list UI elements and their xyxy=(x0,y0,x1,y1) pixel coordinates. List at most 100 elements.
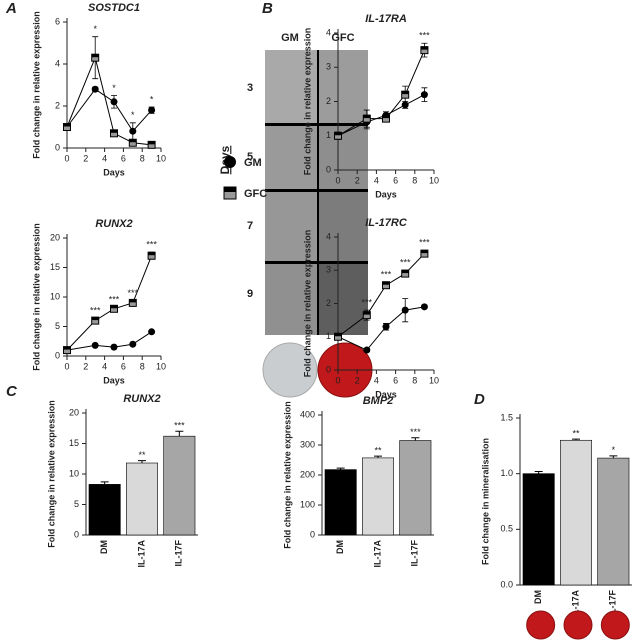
point-top xyxy=(334,333,342,337)
bar xyxy=(324,469,357,536)
divider xyxy=(265,123,368,126)
series-line xyxy=(66,56,152,146)
point-top xyxy=(382,115,390,119)
y-tick-label: 1.0 xyxy=(500,468,513,478)
point-top xyxy=(334,132,342,136)
x-tick-label: 6 xyxy=(393,175,398,185)
annotation: ** xyxy=(138,450,146,460)
point xyxy=(148,328,156,336)
point xyxy=(110,98,118,106)
y-tick-label: 4 xyxy=(326,231,331,241)
annotation: *** xyxy=(381,269,392,279)
x-axis-label: Days xyxy=(103,167,125,177)
annotation: *** xyxy=(362,298,373,308)
x-tick-label: 10 xyxy=(429,375,439,385)
bar xyxy=(88,484,121,536)
annotation: *** xyxy=(419,31,430,41)
y-tick-label: 3 xyxy=(326,62,331,72)
point xyxy=(110,343,118,351)
image xyxy=(265,50,317,123)
x-tick-label: 8 xyxy=(412,375,417,385)
bar xyxy=(560,439,592,586)
x-tick-label: 4 xyxy=(374,375,379,385)
y-tick-label: 1 xyxy=(326,331,331,341)
point-top xyxy=(401,270,409,274)
point-top xyxy=(420,46,428,50)
x-tick-label: 4 xyxy=(102,153,107,163)
x-tick-label: DM xyxy=(99,540,109,554)
y-tick-label: 2 xyxy=(55,100,60,110)
error-bar xyxy=(100,481,109,485)
point-top xyxy=(129,299,137,303)
image xyxy=(265,126,317,189)
y-tick-label: 15 xyxy=(50,262,60,272)
chart-title: RUNX2 xyxy=(95,218,132,230)
annotation: *** xyxy=(174,421,185,431)
panel-label: C xyxy=(6,383,18,400)
point-top xyxy=(420,250,428,254)
image xyxy=(319,50,368,123)
annotation: *** xyxy=(410,427,421,437)
error-bar xyxy=(411,437,420,441)
x-tick-label: 10 xyxy=(156,361,166,371)
row-label: 7 xyxy=(247,220,253,232)
chart-title: BMP2 xyxy=(363,395,394,407)
x-tick-label: IL-17A xyxy=(570,590,580,618)
y-tick-label: 6 xyxy=(55,16,60,26)
point xyxy=(420,303,428,311)
legend-label: GFC xyxy=(244,188,267,200)
y-tick-label: 3 xyxy=(326,265,331,275)
x-tick-label: 6 xyxy=(393,375,398,385)
y-tick-label: 1 xyxy=(326,130,331,140)
x-axis-label: Days xyxy=(375,389,397,399)
legend-marker xyxy=(224,156,236,168)
annotation: ** xyxy=(572,429,580,439)
image xyxy=(319,192,368,261)
x-tick-label: IL-17A xyxy=(372,540,382,568)
y-tick-label: 20 xyxy=(50,232,60,242)
point-top xyxy=(129,139,137,143)
error-bar xyxy=(374,455,382,458)
point-top xyxy=(110,129,118,133)
annotation: *** xyxy=(400,258,411,268)
x-tick-label: 4 xyxy=(102,361,107,371)
image xyxy=(319,264,368,335)
y-axis-label: Fold change in relative expression xyxy=(282,401,292,549)
point-top xyxy=(148,141,156,145)
dish xyxy=(563,610,593,640)
dish xyxy=(262,342,318,398)
x-tick-label: 8 xyxy=(412,175,417,185)
x-tick-label: 2 xyxy=(83,361,88,371)
x-tick-label: IL-17F xyxy=(608,590,618,617)
annotation: *** xyxy=(128,288,139,298)
x-tick-label: 8 xyxy=(140,361,145,371)
y-tick-label: 400 xyxy=(300,409,315,419)
point xyxy=(129,127,137,135)
x-tick-label: 2 xyxy=(355,175,360,185)
panel-label: B xyxy=(262,0,273,17)
chart-title: RUNX2 xyxy=(123,393,160,405)
y-tick-label: 0 xyxy=(310,529,315,539)
y-tick-label: 0 xyxy=(55,350,60,360)
point xyxy=(91,85,99,93)
point xyxy=(420,91,428,99)
annotation: * xyxy=(112,83,116,93)
image xyxy=(265,264,317,335)
row-label: 9 xyxy=(247,288,253,300)
bar xyxy=(597,457,630,586)
series-line xyxy=(66,331,152,351)
annotation: *** xyxy=(146,240,157,250)
point xyxy=(382,323,390,331)
annotation: *** xyxy=(419,238,430,248)
dish xyxy=(526,610,556,640)
point-top xyxy=(401,91,409,95)
legend-label: GM xyxy=(244,157,262,169)
y-tick-label: 2 xyxy=(326,96,331,106)
y-tick-label: 0.0 xyxy=(500,579,513,589)
annotation: *** xyxy=(90,306,101,316)
panel-label: D xyxy=(474,391,485,408)
x-tick-label: 0 xyxy=(335,175,340,185)
y-tick-label: 0 xyxy=(55,142,60,152)
y-tick-label: 4 xyxy=(55,58,60,68)
x-tick-label: 6 xyxy=(121,153,126,163)
